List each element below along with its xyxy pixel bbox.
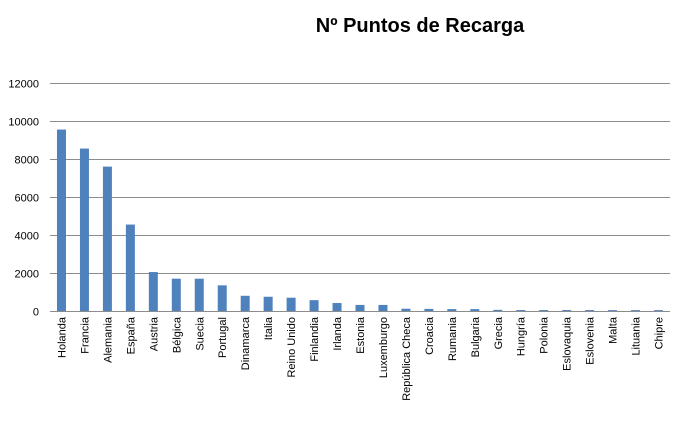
bar [240,295,250,311]
y-tick-label: 10000 [8,117,39,129]
bar [631,310,641,311]
x-tick-label: Italia [263,316,275,340]
x-tick-label: Bélgica [171,316,183,353]
x-tick-label: República Checa [401,316,413,401]
x-axis-tick-labels: Holanda Francia Alemania España Austria Bélgi… [56,316,665,401]
x-tick-label: Portugal [217,317,229,358]
bar [309,300,319,311]
bar [447,309,457,311]
gridlines [50,83,670,274]
x-tick-label: Estonia [355,316,367,354]
x-tick-label: Irlanda [332,316,344,351]
bar [286,297,296,311]
bar [585,310,595,311]
bar [217,285,227,311]
bar [470,309,480,311]
chart-title: Nº Puntos de Recarga [316,15,525,37]
bar [263,296,273,311]
bar [332,303,342,311]
x-tick-label: Rumania [447,316,459,361]
x-tick-label: Holanda [56,316,68,358]
y-tick-label: 0 [33,307,39,319]
x-tick-label: Polonia [539,316,551,354]
bar [539,310,549,311]
x-tick-label: Dinamarca [240,316,252,370]
x-tick-label: Reino Unido [286,317,298,378]
bar [355,304,365,311]
bar [493,309,503,311]
bar [516,310,526,311]
bar [148,272,158,311]
bar [125,224,135,311]
y-tick-label: 4000 [15,231,39,243]
bar [194,278,204,311]
x-tick-label: Finlandia [309,316,321,362]
bar [79,148,89,311]
bar [56,129,66,311]
x-tick-label: Malta [608,316,620,344]
x-tick-label: Eslovaquia [562,316,574,371]
x-tick-label: Austria [148,316,160,351]
bar [378,304,388,311]
x-tick-label: Bulgaria [470,316,482,357]
bar [171,278,181,311]
bar [424,308,434,311]
x-tick-label: Alemania [102,316,114,363]
x-tick-label: Suecia [194,316,206,351]
y-tick-label: 2000 [15,269,39,281]
x-tick-label: Lituania [631,316,643,355]
x-tick-label: Hungría [516,316,528,356]
y-tick-label: 8000 [15,155,39,167]
bar [654,310,664,311]
x-tick-label: Chipre [654,317,666,349]
bars [56,129,664,311]
x-tick-label: España [125,316,137,354]
bar [608,310,618,311]
y-tick-label: 6000 [15,193,39,205]
x-tick-label: Grecia [493,316,505,349]
x-tick-label: Francia [79,316,91,354]
x-tick-label: Luxemburgo [378,317,390,378]
x-tick-label: Eslovenia [585,316,597,365]
bar [562,310,572,311]
y-axis-tick-labels: 0 2000 4000 6000 8000 10000 12000 [8,79,39,319]
bar [401,308,411,311]
x-tick-label: Croacia [424,316,436,355]
y-tick-label: 12000 [8,79,39,91]
bar [102,166,112,311]
